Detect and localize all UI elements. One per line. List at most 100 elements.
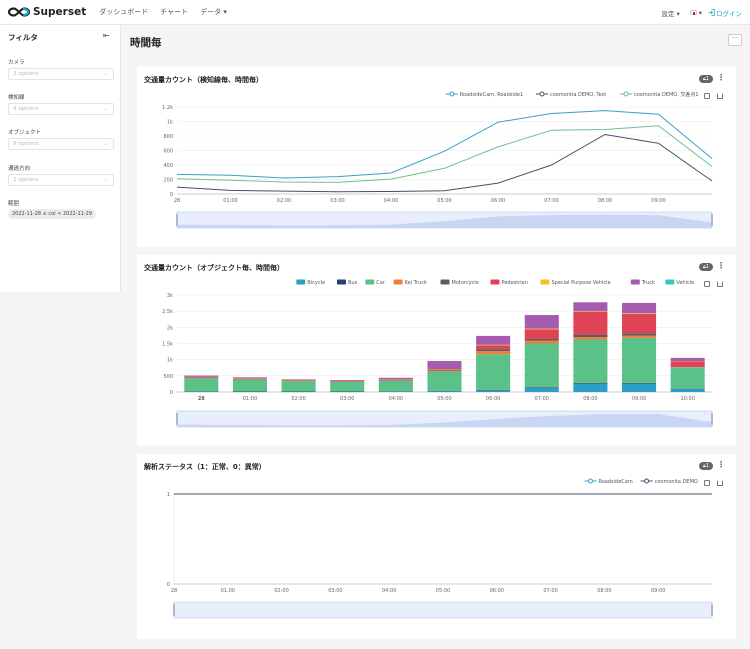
filter-count-badge[interactable]: ⩠1 <box>699 462 713 470</box>
brand-logo[interactable]: Superset <box>8 6 86 18</box>
reset-zoom-icon[interactable] <box>717 281 723 287</box>
zoom-slider <box>173 601 713 619</box>
login-link[interactable]: ログイン <box>716 9 742 18</box>
filter-label-camera: カメラ <box>8 60 25 66</box>
chevron-down-icon: ⌄ <box>103 106 108 112</box>
line-select[interactable]: 4 options ⌄ <box>8 103 114 115</box>
zoom-slider-left-handle <box>176 214 178 226</box>
legend-label: Pedestrian <box>502 280 528 286</box>
language-caret[interactable]: ▾ <box>698 8 702 17</box>
y-tick-label: 800 <box>163 134 173 140</box>
japan-flag-icon[interactable] <box>689 10 697 15</box>
x-tick-label: 05:00 <box>436 588 450 594</box>
bar-segment <box>378 377 413 380</box>
zoom-slider-right-handle <box>711 604 713 616</box>
chevron-down-icon: ⌄ <box>103 141 108 147</box>
nav-charts[interactable]: チャート <box>160 8 189 16</box>
zoom-slider-right-handle <box>711 413 713 425</box>
legend-circle-marker <box>588 478 593 484</box>
x-tick-label: 10:00 <box>680 396 694 402</box>
legend-swatch <box>540 279 550 285</box>
chart-card-line-by-detection: 交通量カウント（検知線毎、時間毎） ⩠1 ⋮ 0 200 400 600 800 1k 1.… <box>137 67 736 247</box>
zoom-icon[interactable] <box>704 281 710 287</box>
legend-label: Motorcycle <box>452 280 479 286</box>
bar-segment <box>622 313 657 314</box>
bar-segment <box>622 383 657 384</box>
bar-segment <box>330 380 365 381</box>
bar-segment <box>670 367 705 368</box>
legend-swatch <box>665 279 675 285</box>
bar-segment <box>524 340 559 344</box>
x-tick-label: 09:00 <box>651 588 665 594</box>
x-tick-label: 02:00 <box>277 198 291 204</box>
superset-logo-icon <box>8 7 30 17</box>
legend-circle-marker <box>623 91 629 97</box>
legend-circle-marker <box>449 91 455 97</box>
filter-sidebar-title: フィルタ <box>8 33 38 42</box>
x-tick-label: 01:00 <box>221 588 235 594</box>
x-tick-label: 05:00 <box>437 198 451 204</box>
x-tick-label: 07:00 <box>544 198 558 204</box>
filter-count-badge[interactable]: ⩠1 <box>699 75 713 83</box>
y-tick-label: 3k <box>167 293 173 299</box>
time-range-tag[interactable]: 2022-11-28 ≤ col < 2022-11-29 <box>8 209 97 219</box>
legend-label: coomonita DEMO, 交差点1 <box>634 91 699 98</box>
bar-segment <box>524 387 559 388</box>
zoom-icon[interactable] <box>704 93 710 99</box>
legend-circle-marker <box>644 478 650 484</box>
bar-segment <box>670 361 705 367</box>
zoom-slider-right-handle <box>711 214 713 226</box>
nav-data[interactable]: データ ▾ <box>200 8 227 16</box>
dashboard-more-button[interactable]: ··· <box>728 34 742 46</box>
x-tick-label: 01:00 <box>223 198 237 204</box>
chart-menu-icon[interactable]: ⋮ <box>717 460 725 469</box>
y-tick-label: 1k <box>167 120 173 126</box>
zoom-icon[interactable] <box>704 480 710 486</box>
chart-menu-icon[interactable]: ⋮ <box>717 73 725 82</box>
series-line <box>176 125 713 183</box>
login-icon[interactable] <box>708 9 715 16</box>
direction-select[interactable]: 2 options ⌄ <box>8 174 114 186</box>
chart-title: 交通量カウント（検知線毎、時間毎） <box>144 76 263 84</box>
chart-menu-icon[interactable]: ⋮ <box>717 261 725 270</box>
x-tick-label: 28 <box>174 198 180 204</box>
bar-segment <box>622 333 657 336</box>
x-tick-label: 01:00 <box>243 396 257 402</box>
camera-select[interactable]: 3 options ⌄ <box>8 68 114 80</box>
legend-label: Bicycle <box>307 280 325 286</box>
bar-segment <box>427 371 462 391</box>
x-tick-label: 04:00 <box>389 396 403 402</box>
bar-segment <box>232 377 267 379</box>
bar-segment <box>427 369 462 371</box>
filter-count-badge[interactable]: ⩠1 <box>699 263 713 271</box>
nav-dashboards[interactable]: ダッシュボード <box>99 8 149 16</box>
x-tick-label: 03:00 <box>330 198 344 204</box>
settings-menu[interactable]: 設定 ▾ <box>661 9 680 18</box>
bar-segment <box>476 335 511 345</box>
reset-zoom-icon[interactable] <box>717 480 723 486</box>
x-tick-label: 04:00 <box>384 198 398 204</box>
filter-label-range: 範囲 <box>8 201 20 207</box>
bar-segment <box>670 366 705 368</box>
bar-segment <box>427 370 462 372</box>
x-tick-label: 07:00 <box>543 588 557 594</box>
x-tick-label: 28 <box>198 396 205 402</box>
line-chart-status: 0 1 28 01:00 02:00 03:00 04:00 05:00 06:00 07:00 0… <box>167 478 713 619</box>
legend-swatch <box>490 279 500 285</box>
line-chart-by-detection: 0 200 400 600 800 1k 1.2k 28 01:00 02:00 03:00 04:0… <box>162 91 713 229</box>
collapse-sidebar-icon[interactable]: ⇤ <box>103 31 110 40</box>
x-tick-label: 08:00 <box>583 396 597 402</box>
chart-legend: RoadsideCam, Roadside1 coomonita DEMO, Te… <box>445 91 699 98</box>
bar-segment <box>524 315 559 329</box>
y-tick-label: 500 <box>163 374 173 380</box>
bar-segment <box>281 381 316 392</box>
reset-zoom-icon[interactable] <box>717 93 723 99</box>
object-select[interactable]: 9 options ⌄ <box>8 138 114 150</box>
bar-segment <box>184 375 219 377</box>
x-tick-label: 02:00 <box>291 396 305 402</box>
x-tick-label: 08:00 <box>598 198 612 204</box>
brand-name: Superset <box>33 6 87 18</box>
bar-segment <box>184 376 219 378</box>
x-tick-label: 06:00 <box>491 198 505 204</box>
object-select-placeholder: 9 options <box>13 141 39 147</box>
